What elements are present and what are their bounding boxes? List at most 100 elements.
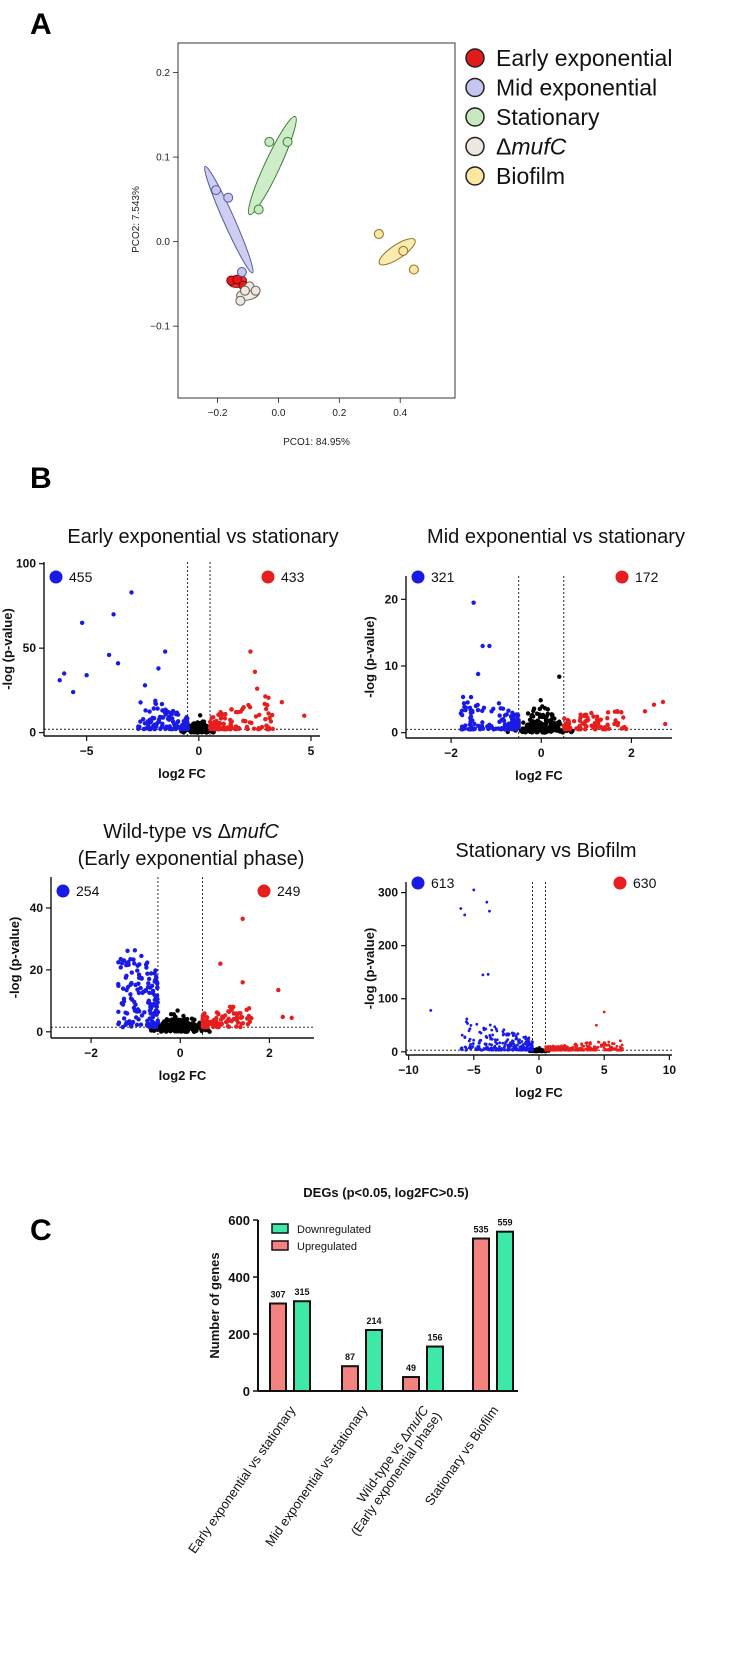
data-point [479, 1048, 482, 1052]
x-tick-label: 5 [601, 1063, 608, 1077]
data-point [217, 720, 222, 726]
data-point [229, 707, 234, 712]
data-point [124, 963, 129, 968]
up-count: 172 [635, 569, 659, 585]
data-point [540, 704, 545, 709]
data-point [181, 1013, 186, 1019]
x-tick-label: 0.0 [271, 408, 285, 419]
data-point [257, 712, 262, 718]
data-point [570, 1046, 574, 1050]
data-point [527, 1048, 531, 1051]
data-point [173, 726, 178, 732]
plot-title: Early exponential vs stationary [67, 526, 338, 548]
data-point [246, 702, 251, 708]
up-count-marker [261, 570, 275, 584]
data-point [574, 1048, 577, 1052]
data-point [477, 727, 483, 732]
data-point [468, 1027, 472, 1031]
data-point [138, 1022, 144, 1027]
data-point [642, 709, 648, 714]
down-count: 321 [431, 569, 455, 585]
down-count-marker [411, 876, 425, 890]
data-point [165, 716, 171, 721]
data-point [84, 672, 89, 678]
data-point [192, 728, 198, 733]
data-point [151, 706, 156, 711]
data-point [147, 709, 152, 714]
data-point [592, 1045, 596, 1049]
data-point [180, 1023, 186, 1028]
data-point [530, 729, 536, 734]
data-point [166, 710, 172, 715]
data-point [621, 725, 626, 730]
data-point [228, 717, 233, 723]
data-point [510, 1031, 514, 1035]
data-point [524, 1037, 528, 1041]
legend-label: Biofilm [496, 163, 565, 189]
data-point [192, 1017, 197, 1022]
data-point [228, 727, 233, 732]
data-point [152, 727, 157, 732]
data-point [137, 962, 142, 967]
data-point [270, 726, 275, 732]
data-point [226, 1016, 231, 1021]
data-point [555, 1045, 559, 1049]
data-point [500, 716, 506, 722]
data-point [481, 705, 487, 710]
data-point [145, 971, 150, 976]
data-point [140, 990, 145, 996]
data-point [549, 1048, 552, 1052]
data-point [582, 1044, 586, 1048]
data-point [153, 698, 158, 704]
y-tick-label: 0 [36, 1025, 43, 1039]
data-point [127, 1019, 132, 1024]
data-point [244, 724, 250, 730]
point [264, 136, 275, 147]
data-point [524, 1043, 528, 1046]
data-point [516, 724, 521, 729]
legend-marker [465, 166, 485, 186]
data-point [116, 1009, 121, 1014]
point [373, 229, 384, 240]
data-point [567, 727, 573, 732]
data-point [144, 965, 149, 970]
up-count-marker [257, 884, 271, 898]
data-point [588, 1041, 592, 1044]
y-tick-label: 0.2 [156, 68, 170, 79]
data-point [152, 971, 157, 976]
legend-label: Downregulated [297, 1224, 371, 1236]
data-point [154, 1002, 159, 1007]
data-point [621, 715, 626, 720]
data-point [556, 726, 561, 731]
legend-swatch [271, 1240, 289, 1251]
legend-label: Stationary [496, 104, 600, 130]
point [250, 285, 261, 296]
data-point [251, 726, 257, 731]
data-point [215, 726, 220, 731]
data-point [488, 1023, 492, 1027]
data-point [619, 1048, 623, 1052]
x-tick-label: 0 [538, 746, 545, 760]
panel-label-b: B [30, 462, 52, 495]
data-point [218, 1017, 224, 1022]
data-point [211, 726, 216, 731]
bar-value-label: 87 [345, 1352, 355, 1362]
data-point [465, 1048, 469, 1051]
down-count: 254 [76, 883, 100, 899]
data-point [173, 1014, 178, 1020]
data-point [472, 726, 478, 731]
bar-upregulated [269, 1302, 287, 1393]
legend-marker [465, 107, 485, 127]
y-tick-label: −0.1 [150, 322, 170, 333]
data-point [189, 1024, 195, 1029]
data-point [524, 723, 530, 728]
up-count-marker [613, 876, 627, 890]
data-point [516, 1048, 520, 1052]
panel-label-c: C [30, 1214, 52, 1247]
volcano-stationary-vs-biofilm: Stationary vs Biofilm−10 −5 0 5 100100200300… [362, 840, 676, 1100]
data-point [198, 724, 203, 729]
data-point [121, 1016, 127, 1021]
y-tick-label: 300 [378, 886, 398, 900]
data-point [582, 713, 587, 719]
down-count: 613 [431, 875, 455, 891]
